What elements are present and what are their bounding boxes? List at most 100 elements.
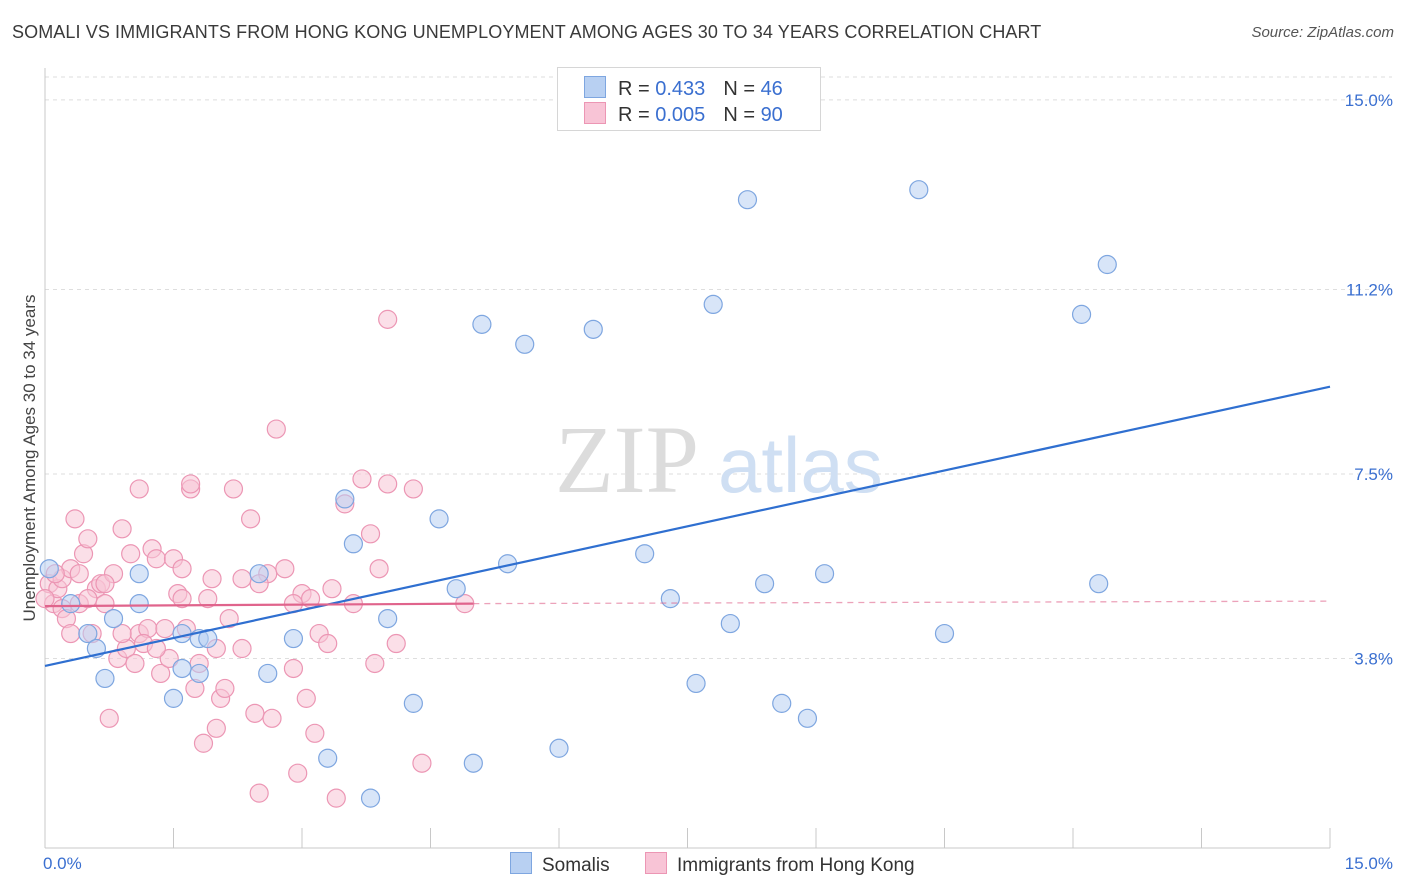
trend-line-extension-hongkong <box>473 600 1331 605</box>
point-somalis-15 <box>283 628 304 649</box>
point-hongkong-11 <box>78 529 98 549</box>
point-hongkong-53 <box>262 708 282 728</box>
point-hongkong-33 <box>172 589 192 609</box>
point-somalis-24 <box>463 753 483 773</box>
point-hongkong-85 <box>146 638 166 659</box>
point-hongkong-46 <box>223 479 244 499</box>
y-tick-label-0: 3.8% <box>1354 649 1393 668</box>
point-somalis-2 <box>78 623 98 644</box>
source-credit: Source: ZipAtlas.com <box>1251 24 1394 41</box>
point-hongkong-27 <box>146 549 166 569</box>
point-somalis-40 <box>909 180 929 200</box>
point-somalis-1 <box>61 594 81 614</box>
point-somalis-23 <box>446 579 466 599</box>
point-hongkong-22 <box>125 653 145 674</box>
point-hongkong-23 <box>129 479 149 499</box>
x-tick-label-start: 0.0% <box>43 854 82 873</box>
point-somalis-32 <box>686 673 706 694</box>
point-hongkong-50 <box>245 703 265 723</box>
point-somalis-45 <box>129 594 149 614</box>
point-hongkong-61 <box>305 723 325 743</box>
point-somalis-35 <box>737 190 758 210</box>
point-hongkong-65 <box>326 788 346 808</box>
point-hongkong-42 <box>206 718 226 738</box>
point-hongkong-56 <box>283 658 304 679</box>
point-somalis-31 <box>660 589 680 609</box>
point-hongkong-40 <box>198 589 218 609</box>
point-hongkong-28 <box>151 663 171 684</box>
point-hongkong-7 <box>65 509 85 529</box>
series-legend-swatch-somalis <box>510 852 532 874</box>
point-hongkong-75 <box>403 479 423 499</box>
legend-r-value-somalis: 0.433 <box>655 78 706 100</box>
point-somalis-38 <box>797 708 818 728</box>
point-hongkong-68 <box>352 469 372 489</box>
point-somalis-36 <box>754 574 775 594</box>
watermark-atlas: atlas <box>718 421 883 509</box>
point-somalis-34 <box>720 613 740 634</box>
point-somalis-22 <box>429 509 449 529</box>
axes <box>44 68 1331 849</box>
series-legend-label-hongkong: Immigrants from Hong Kong <box>677 855 915 876</box>
point-somalis-29 <box>583 319 603 339</box>
y-tick-label-3: 15.0% <box>1345 91 1393 110</box>
point-somalis-41 <box>934 623 955 644</box>
point-somalis-28 <box>549 738 569 758</box>
trend-lines <box>44 385 1331 668</box>
point-somalis-13 <box>249 564 269 584</box>
point-hongkong-82 <box>95 574 115 594</box>
point-hongkong-44 <box>215 678 235 699</box>
point-hongkong-57 <box>288 763 308 783</box>
point-somalis-44 <box>1097 254 1117 275</box>
y-tick-label-1: 7.5% <box>1354 465 1393 484</box>
point-somalis-25 <box>472 314 492 334</box>
axis-labels: 3.8% 7.5% 11.2% 15.0% 0.0% 15.0% Unemployment … <box>20 91 1393 873</box>
point-hongkong-63 <box>318 633 338 654</box>
series-legend-somalis: Somalis <box>510 852 610 877</box>
watermark-zip: ZIP <box>555 406 699 513</box>
point-hongkong-51 <box>249 783 269 803</box>
point-hongkong-48 <box>232 638 252 659</box>
point-hongkong-83 <box>112 623 132 644</box>
x-tick-label-end: 15.0% <box>1345 854 1393 873</box>
point-somalis-18 <box>343 534 363 554</box>
legend-row-hongkong: R = 0.005 N = 90 <box>584 102 783 128</box>
point-hongkong-80 <box>61 623 81 644</box>
legend-n-value-hongkong: 90 <box>760 104 783 126</box>
point-hongkong-55 <box>275 559 295 579</box>
legend-swatch-hongkong <box>584 102 606 124</box>
point-somalis-5 <box>103 608 124 629</box>
point-hongkong-41 <box>202 569 222 589</box>
point-somalis-33 <box>703 294 723 315</box>
point-hongkong-21 <box>121 544 141 564</box>
series-somalis <box>39 180 1117 808</box>
watermark: ZIP atlas <box>555 406 883 513</box>
point-hongkong-72 <box>378 474 398 494</box>
point-somalis-4 <box>95 668 115 689</box>
series-legend-hongkong: Immigrants from Hong Kong <box>645 852 915 877</box>
legend-n-label: N = <box>723 78 755 100</box>
point-hongkong-39 <box>193 733 214 753</box>
point-somalis-39 <box>814 564 835 584</box>
point-somalis-30 <box>635 544 655 564</box>
point-somalis-37 <box>772 693 792 713</box>
series-hongkong <box>35 309 475 808</box>
point-hongkong-69 <box>360 524 381 544</box>
point-hongkong-86 <box>172 559 192 579</box>
chart-title: SOMALI VS IMMIGRANTS FROM HONG KONG UNEM… <box>12 22 1042 42</box>
legend-r-label: R = <box>618 78 650 100</box>
point-hongkong-19 <box>112 519 132 539</box>
point-hongkong-47 <box>232 569 252 589</box>
point-hongkong-74 <box>386 633 406 654</box>
point-somalis-27 <box>515 334 535 354</box>
point-somalis-16 <box>318 748 338 768</box>
point-hongkong-71 <box>369 559 389 579</box>
point-hongkong-64 <box>322 579 342 599</box>
point-somalis-19 <box>360 788 381 808</box>
point-hongkong-16 <box>99 708 119 728</box>
trend-line-hongkong <box>44 602 474 608</box>
point-hongkong-8 <box>69 564 89 584</box>
point-hongkong-76 <box>412 753 432 773</box>
series-legend-label-somalis: Somalis <box>542 855 610 876</box>
correlation-legend: R = 0.433 N = 46 R = 0.005 N = 90 <box>557 67 821 131</box>
